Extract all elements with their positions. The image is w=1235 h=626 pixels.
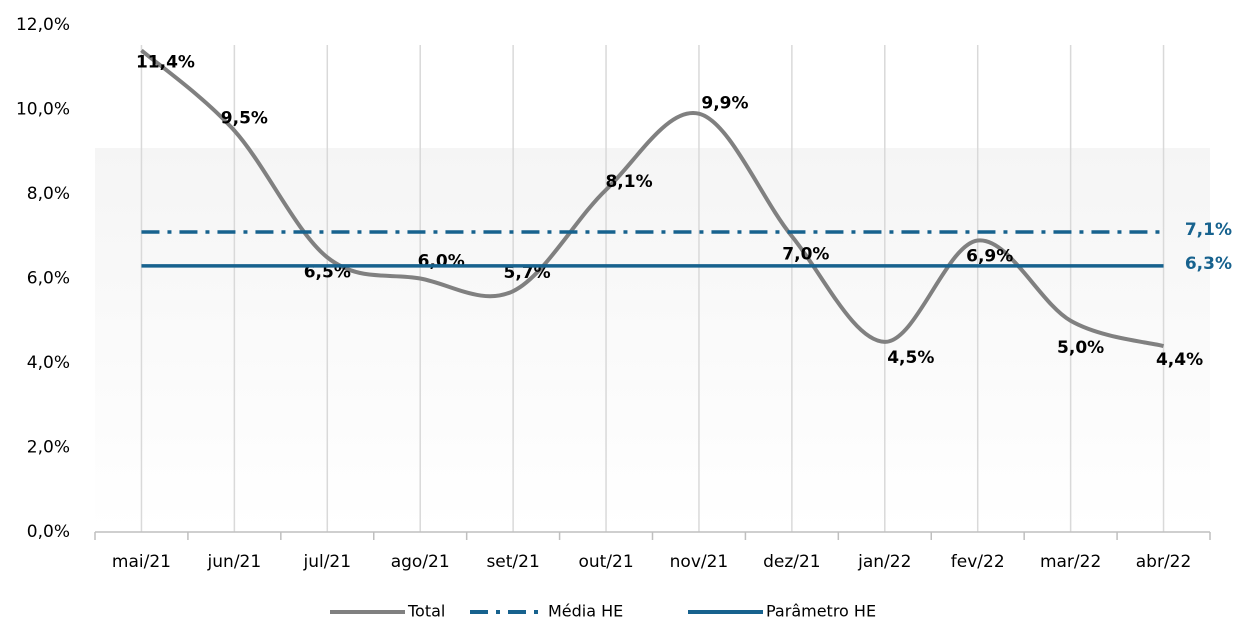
x-tick-label: fev/22 bbox=[951, 552, 1005, 572]
data-label: 9,9% bbox=[701, 94, 748, 114]
x-tick-label: jun/21 bbox=[207, 552, 262, 572]
y-tick-label: 12,0% bbox=[16, 15, 70, 35]
y-tick-label: 8,0% bbox=[27, 184, 70, 204]
data-label: 4,4% bbox=[1156, 350, 1203, 370]
data-label: 4,5% bbox=[887, 348, 934, 368]
data-label: 6,0% bbox=[418, 252, 465, 272]
y-tick-label: 6,0% bbox=[27, 269, 70, 289]
legend-label: Total bbox=[407, 602, 445, 621]
legend-label: Média HE bbox=[548, 602, 623, 621]
series-line bbox=[140, 48, 1165, 349]
data-label: 7,1% bbox=[1185, 220, 1232, 240]
data-label: 9,5% bbox=[221, 109, 268, 129]
x-tick-label: jul/21 bbox=[302, 552, 351, 572]
x-tick-label: mai/21 bbox=[112, 552, 171, 572]
y-tick-label: 0,0% bbox=[27, 522, 70, 542]
legend-label: Parâmetro HE bbox=[766, 602, 876, 621]
data-label: 7,0% bbox=[782, 244, 829, 264]
x-tick-label: mar/22 bbox=[1040, 552, 1101, 572]
data-label: 5,7% bbox=[504, 263, 551, 283]
x-tick-label: jan/22 bbox=[857, 552, 911, 572]
x-tick-label: nov/21 bbox=[670, 552, 729, 572]
x-tick-label: abr/22 bbox=[1136, 552, 1192, 572]
data-label: 8,1% bbox=[605, 172, 652, 192]
x-tick-label: dez/21 bbox=[763, 552, 821, 572]
x-tick-label: set/21 bbox=[486, 552, 539, 572]
data-label: 6,9% bbox=[966, 246, 1013, 266]
y-tick-label: 2,0% bbox=[27, 438, 70, 458]
x-tick-label: out/21 bbox=[578, 552, 633, 572]
data-label: 5,0% bbox=[1057, 338, 1104, 358]
plot-background bbox=[95, 148, 1210, 532]
data-label: 6,3% bbox=[1185, 254, 1232, 274]
x-tick-label: ago/21 bbox=[391, 552, 450, 572]
data-label: 11,4% bbox=[136, 52, 195, 72]
y-tick-label: 4,0% bbox=[27, 353, 70, 373]
y-tick-label: 10,0% bbox=[16, 100, 70, 120]
